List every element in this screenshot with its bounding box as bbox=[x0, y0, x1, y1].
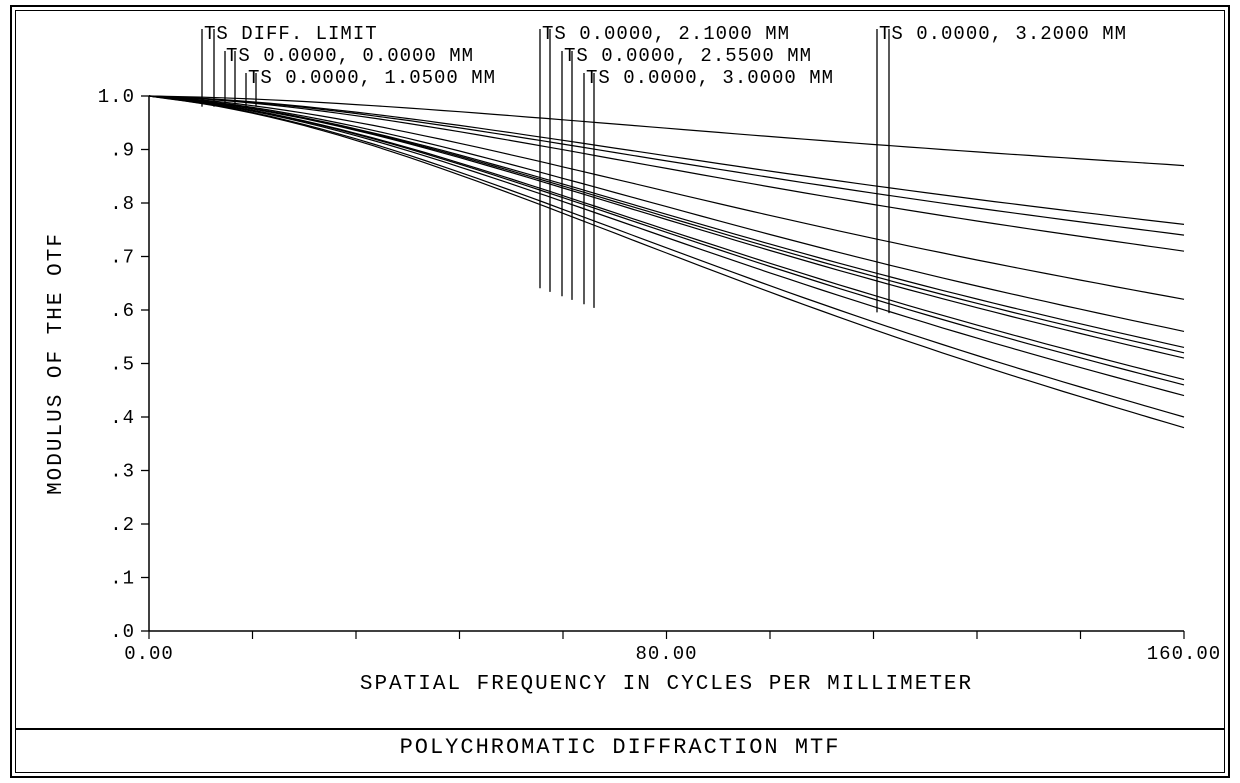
ytick-label: .7 bbox=[110, 247, 135, 269]
mtf-curve bbox=[149, 96, 1184, 224]
mtf-curve bbox=[149, 96, 1184, 396]
legend-label: TS 0.0000, 0.0000 MM bbox=[226, 45, 474, 67]
inner-frame: .0 .1 .2 .3 .4 .5 .6 .7 .8 .9 1.0 0.00 80.00 160.00 SP… bbox=[15, 10, 1225, 773]
mtf-curve bbox=[149, 96, 1184, 347]
legend-label: TS DIFF. LIMIT bbox=[204, 23, 378, 45]
mtf-curve bbox=[149, 96, 1184, 299]
mtf-curve bbox=[149, 96, 1184, 428]
ytick-label: .9 bbox=[110, 140, 135, 162]
footer-title-text: POLYCHROMATIC DIFFRACTION MTF bbox=[400, 735, 841, 760]
ytick-label: 1.0 bbox=[98, 86, 135, 108]
ytick-label: .0 bbox=[110, 621, 135, 643]
mtf-curve bbox=[149, 96, 1184, 385]
ytick-label: .8 bbox=[110, 193, 135, 215]
legend-label: TS 0.0000, 3.0000 MM bbox=[586, 67, 834, 89]
ytick-label: .4 bbox=[110, 407, 135, 429]
ytick-label: .2 bbox=[110, 514, 135, 536]
mtf-curve bbox=[149, 96, 1184, 353]
chart-footer-title: POLYCHROMATIC DIFFRACTION MTF bbox=[16, 728, 1224, 772]
xtick-label: 160.00 bbox=[1147, 643, 1221, 665]
x-axis-title: SPATIAL FREQUENCY IN CYCLES PER MILLIMET… bbox=[360, 673, 973, 696]
ytick-label: .1 bbox=[110, 568, 135, 590]
legend-label: TS 0.0000, 1.0500 MM bbox=[248, 67, 496, 89]
window-frame: .0 .1 .2 .3 .4 .5 .6 .7 .8 .9 1.0 0.00 80.00 160.00 SP… bbox=[10, 5, 1230, 778]
ytick-label: .5 bbox=[110, 354, 135, 376]
y-axis-title: MODULUS OF THE OTF bbox=[45, 232, 68, 495]
ytick-label: .6 bbox=[110, 300, 135, 322]
legend-label: TS 0.0000, 2.1000 MM bbox=[542, 23, 790, 45]
ytick-label: .3 bbox=[110, 461, 135, 483]
mtf-curve bbox=[149, 96, 1184, 358]
xtick-label: 80.00 bbox=[635, 643, 697, 665]
legend-label: TS 0.0000, 3.2000 MM bbox=[879, 23, 1127, 45]
legend-label: TS 0.0000, 2.5500 MM bbox=[564, 45, 812, 67]
xtick-label: 0.00 bbox=[124, 643, 174, 665]
mtf-curve bbox=[149, 96, 1184, 417]
mtf-chart: .0 .1 .2 .3 .4 .5 .6 .7 .8 .9 1.0 0.00 80.00 160.00 SP… bbox=[16, 11, 1226, 731]
